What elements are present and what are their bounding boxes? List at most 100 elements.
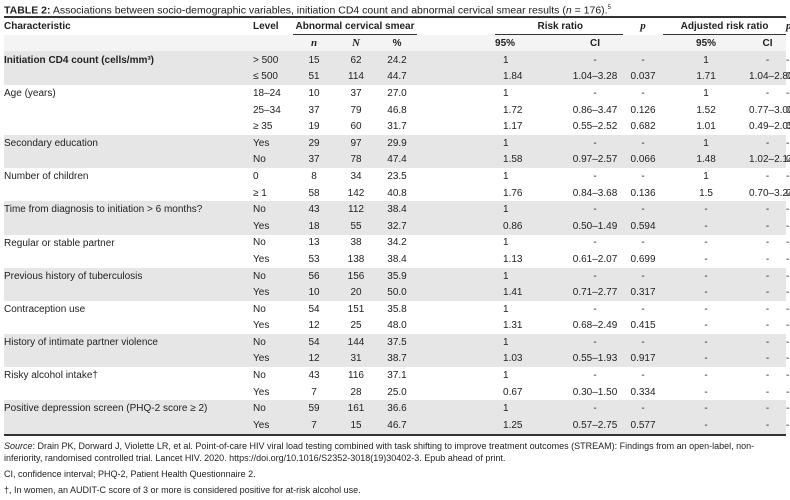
n-cell: 12 bbox=[293, 350, 335, 368]
n-cell: 13 bbox=[308, 237, 320, 249]
N-cell: 20 bbox=[335, 284, 377, 301]
empty-cell bbox=[417, 85, 495, 102]
characteristic-cell: Previous history of tuberculosis bbox=[4, 267, 253, 301]
empty-cell bbox=[417, 417, 496, 435]
level-cell: ≥ 1 bbox=[253, 187, 267, 199]
n-cell: 10 bbox=[293, 284, 335, 301]
characteristic-cell: Time from diagnosis to initiation > 6 mo… bbox=[4, 201, 253, 235]
characteristic-cell: History of intimate partner violence bbox=[4, 334, 253, 368]
table-row: No 37 78 47.4 1.58 0.97–2.57 0.066 1.48 1.02–2.1… bbox=[4, 151, 790, 169]
rr95-cell: 1.58 bbox=[495, 151, 568, 169]
pct-cell: 40.8 bbox=[387, 187, 407, 199]
table-row: Positive depression screen (PHQ-2 score … bbox=[4, 400, 789, 435]
level-cell: Yes bbox=[253, 320, 270, 332]
table-notes: Source: Drain PK, Dorward J, Violette LR… bbox=[4, 440, 786, 496]
rrci-cell: - bbox=[567, 134, 624, 152]
table-row: Yes 53 138 38.4 1.13 0.61–2.07 0.699- - - bbox=[4, 251, 789, 268]
arrci-cell: - bbox=[765, 303, 770, 315]
n-cell: 43 bbox=[308, 370, 320, 382]
N-cell: 55 bbox=[335, 217, 377, 235]
arrci-cell: 1.04–2.80 bbox=[749, 68, 790, 86]
arrci-cell: - bbox=[765, 320, 770, 332]
N-cell: 31 bbox=[335, 350, 377, 368]
arrci-cell: - bbox=[765, 170, 770, 182]
table-row: Yes 10 20 50.0 1.41 0.71–2.77 0.317- - - bbox=[4, 284, 789, 301]
empty-cell bbox=[417, 235, 495, 252]
characteristic-cell: Contraception use bbox=[4, 303, 86, 315]
n-cell: 37 bbox=[293, 151, 335, 169]
p-cell: - bbox=[623, 51, 664, 69]
table-row: ≤ 500 51 114 44.7 1.84 1.04–3.28 0.037 1.71 1.04… bbox=[4, 68, 790, 86]
p-cell: 0.317 bbox=[623, 284, 664, 301]
title-text: Associations between socio-demographic v… bbox=[52, 4, 566, 17]
table-row: Number of children 0 8 34 23.5 1- -1- - bbox=[4, 168, 789, 185]
arr95-cell: 1.71 bbox=[663, 68, 750, 86]
header-adjusted: Adjusted risk ratio bbox=[663, 17, 787, 35]
N-cell: 151 bbox=[347, 303, 365, 315]
empty-cell bbox=[417, 334, 496, 351]
p-cell: 0.594 bbox=[623, 217, 664, 235]
arr95-cell: - bbox=[663, 217, 750, 235]
empty-cell bbox=[417, 102, 495, 119]
n-cell: 7 bbox=[311, 386, 317, 398]
header-arrci: CI bbox=[749, 34, 787, 52]
level-cell: No bbox=[253, 237, 266, 249]
table-row: Yes 7 15 46.7 1.25 0.57–2.75 0.577- - - bbox=[4, 417, 789, 435]
table-row: Time from diagnosis to initiation > 6 mo… bbox=[4, 201, 789, 235]
n-cell: 7 bbox=[293, 417, 335, 435]
level-cell: 25–34 bbox=[253, 104, 281, 116]
N-cell: 144 bbox=[335, 334, 377, 351]
p-cell: 0.917 bbox=[623, 350, 664, 368]
rr95-cell: 0.86 bbox=[495, 217, 568, 235]
rrci-cell: 0.68–2.49 bbox=[572, 320, 618, 332]
rr95-cell: 1.17 bbox=[503, 121, 523, 133]
rrci-cell: - bbox=[567, 400, 624, 418]
pct-cell: 44.7 bbox=[377, 68, 418, 86]
empty-cell bbox=[417, 367, 495, 384]
pct-cell: 29.9 bbox=[377, 134, 418, 152]
rr95-cell: 1.41 bbox=[495, 284, 568, 301]
arrci-cell: - bbox=[765, 253, 770, 265]
empty-cell bbox=[417, 185, 495, 202]
rr95-cell: 1.31 bbox=[503, 320, 523, 332]
p-cell: 0.682 bbox=[630, 121, 656, 133]
arr95-cell: - bbox=[704, 237, 708, 249]
rr95-cell: 1 bbox=[495, 51, 568, 69]
arrci-cell: 0.70–3.24 bbox=[749, 187, 790, 199]
rr95-cell: 1 bbox=[495, 134, 568, 152]
header-abnormal: Abnormal cervical smear bbox=[293, 17, 418, 35]
level-cell: No bbox=[253, 303, 266, 315]
empty-cell bbox=[417, 68, 496, 86]
arrci-cell: - bbox=[749, 217, 787, 235]
empty-cell bbox=[417, 384, 495, 401]
title-eq: = 176). bbox=[571, 4, 608, 17]
empty-cell bbox=[417, 151, 496, 169]
rrci-cell: - bbox=[593, 370, 597, 382]
p-cell: 0.699 bbox=[630, 253, 656, 265]
p-cell: - bbox=[623, 334, 664, 351]
rrci-cell: - bbox=[567, 201, 624, 218]
n-cell: 54 bbox=[293, 334, 335, 351]
arrci-cell: - bbox=[749, 201, 787, 218]
table-row: Regular or stable partner No 13 38 34.2 1 - - - -… bbox=[4, 235, 789, 252]
characteristic-cell: Number of children bbox=[4, 171, 89, 183]
empty-cell bbox=[417, 267, 496, 285]
p-cell: 0.037 bbox=[623, 68, 664, 86]
n-cell: 29 bbox=[293, 134, 335, 152]
pct-cell: 38.4 bbox=[387, 253, 407, 265]
rrci-cell: - bbox=[593, 87, 597, 99]
rrci-cell: 0.84–3.68 bbox=[572, 187, 618, 199]
pct-cell: 38.4 bbox=[377, 201, 418, 218]
table-row: Yes 18 55 32.7 0.86 0.50–1.49 0.594- - - bbox=[4, 217, 789, 235]
rr95-cell: 1 bbox=[503, 170, 509, 182]
pct-cell: 46.8 bbox=[387, 104, 407, 116]
N-cell: 114 bbox=[335, 68, 377, 86]
pct-cell: 47.4 bbox=[377, 151, 418, 169]
arr95-cell: - bbox=[704, 303, 708, 315]
p-cell: - bbox=[623, 400, 664, 418]
table-title: TABLE 2: Associations between socio-demo… bbox=[4, 0, 786, 17]
arr95-cell: 1.01 bbox=[696, 121, 716, 133]
rr95-cell: 1 bbox=[503, 87, 509, 99]
arr95-cell: 1 bbox=[663, 51, 750, 69]
p-cell: 0.415 bbox=[630, 320, 656, 332]
